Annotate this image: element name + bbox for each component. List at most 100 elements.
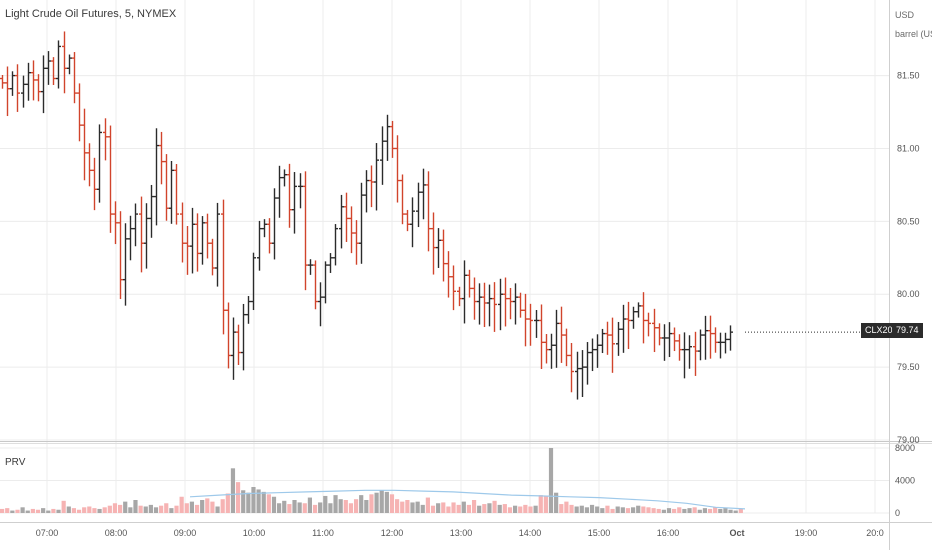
ohlc-bar (580, 350, 585, 397)
ohlc-bar (56, 40, 61, 89)
grid (0, 0, 889, 514)
ohlc-bar (149, 184, 154, 238)
ohlc-bar (436, 228, 441, 268)
volume-bar (630, 507, 636, 513)
volume-bar (697, 509, 702, 513)
ohlc-bar (339, 194, 344, 249)
ohlc-bar (513, 283, 518, 325)
ohlc-bar (164, 154, 169, 221)
ohlc-bar (405, 209, 410, 232)
ohlc-bar (113, 201, 118, 245)
last-price-tag: 79.74 (892, 323, 923, 338)
ohlc-bar (564, 328, 569, 367)
ohlc-bar (390, 120, 395, 158)
ohlc-bar (298, 173, 303, 209)
ohlc-bar (292, 172, 297, 234)
ohlc-bar (262, 219, 267, 238)
volume-bar (713, 507, 718, 513)
ohlc-bar (323, 261, 328, 304)
ohlc-bar (708, 315, 713, 359)
volume-bar (610, 508, 615, 513)
ohlc-bar (10, 71, 15, 96)
ohlc-bar (646, 312, 651, 337)
ohlc-bar (103, 118, 108, 161)
ohlc-bar (446, 251, 451, 298)
volume-bar (164, 503, 169, 513)
ohlc-bar (77, 83, 82, 142)
volume-bar (189, 501, 195, 513)
ohlc-bar (313, 260, 318, 310)
ohlc-bar (303, 171, 308, 291)
volume-bar (487, 503, 492, 513)
time-tick-label: 15:00 (588, 528, 611, 538)
ohlc-bar (46, 51, 51, 85)
volume-tick-label: 4000 (895, 476, 915, 486)
volume-bar (184, 503, 189, 513)
volume-bar (666, 508, 672, 513)
volume-bar (148, 504, 153, 513)
ohlc-bar (128, 215, 133, 261)
volume-bar (87, 506, 92, 513)
ohlc-bar (687, 335, 692, 369)
ohlc-bar (487, 284, 492, 327)
volume-bar (436, 503, 441, 513)
ohlc-bar (369, 165, 374, 208)
volume-bar (492, 500, 497, 513)
volume-bar (312, 504, 318, 513)
volume-bar (661, 509, 666, 513)
price-tick-label: 80.50 (897, 216, 920, 226)
ohlc-bar (585, 342, 590, 385)
ohlc-bar (108, 125, 113, 233)
volume-bar (564, 501, 569, 513)
volume-bar (420, 504, 425, 513)
volume-bar (107, 505, 112, 513)
volume-bar (461, 501, 466, 513)
volume-bar (651, 508, 656, 513)
volume-bar (543, 495, 548, 513)
volume-bar (56, 509, 61, 513)
volume-bar (266, 494, 271, 513)
chart-title: Light Crude Oil Futures, 5, NYMEX (5, 8, 177, 20)
axis-currency: USD (895, 10, 915, 20)
volume-bar (46, 510, 51, 513)
volume-series (0, 448, 746, 513)
ohlc-bar (41, 55, 46, 114)
volume-bar (210, 501, 215, 513)
volume-bar (497, 504, 502, 513)
volume-bar (574, 506, 579, 513)
volume-bar (76, 509, 82, 513)
ohlc-bar (359, 182, 364, 264)
volume-bar (194, 504, 200, 513)
volume-bar (415, 501, 420, 513)
volume-bar (471, 500, 477, 513)
volume-bar (728, 509, 733, 513)
ohlc-bar (503, 277, 508, 327)
volume-bar (738, 508, 743, 513)
time-tick-label: 10:00 (243, 528, 266, 538)
price-tick-label: 80.00 (897, 289, 920, 299)
volume-bar (528, 506, 533, 513)
ohlc-bar (67, 54, 72, 75)
volume-bar (374, 492, 379, 513)
volume-bar (677, 507, 682, 513)
volume-bar (292, 500, 297, 513)
time-tick-label: 13:00 (450, 528, 473, 538)
volume-bar (395, 499, 400, 513)
volume-bar (61, 500, 66, 513)
volume-bar (343, 500, 348, 513)
volume-bar (153, 507, 159, 513)
ohlc-bar (482, 282, 487, 328)
volume-bar (128, 507, 133, 513)
ohlc-bar (723, 332, 728, 354)
ohlc-bar (174, 164, 179, 225)
volume-bar (15, 509, 20, 513)
volume-bar (615, 506, 620, 513)
ohlc-bar (672, 327, 677, 352)
ohlc-bar (616, 321, 621, 356)
volume-bar (10, 510, 15, 513)
ohlc-bar (72, 52, 77, 104)
volume-bar (159, 505, 164, 513)
volume-bar (446, 506, 451, 513)
